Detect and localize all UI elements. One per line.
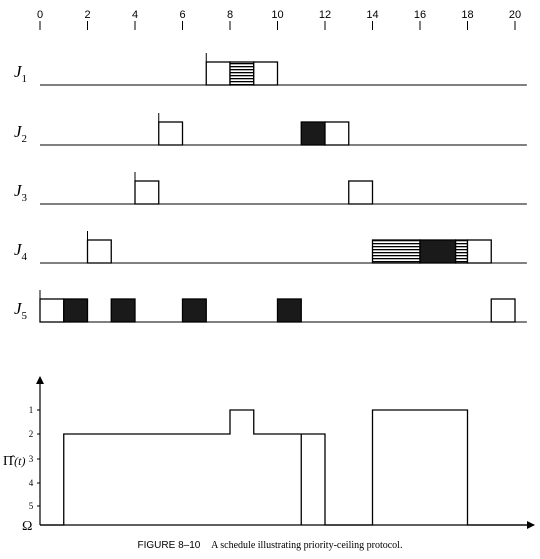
time-tick-label: 10	[271, 9, 283, 21]
execution-block-black	[110, 298, 136, 323]
job-row-5: J5	[14, 290, 527, 323]
ceiling-step-line	[40, 409, 527, 526]
ceiling-y-tick-label: 5	[29, 501, 34, 511]
execution-block-white	[490, 298, 516, 323]
execution-block-white	[253, 61, 279, 86]
job-label: J1	[14, 62, 27, 85]
execution-block-white	[466, 239, 492, 264]
job-label: J4	[14, 240, 28, 263]
execution-block-black	[300, 121, 326, 146]
time-tick-label: 6	[179, 9, 185, 21]
job-label: J5	[14, 299, 28, 322]
caption-number: FIGURE 8–10	[137, 540, 201, 551]
execution-block-black	[276, 298, 302, 323]
execution-block-striped	[229, 61, 255, 86]
execution-block-striped	[454, 239, 469, 264]
job-row-4: J4	[14, 231, 527, 264]
figure-caption: FIGURE 8–10 A schedule illustrating prio…	[0, 540, 540, 551]
ceiling-y-tick-labels: 1 2 3 4 5	[29, 405, 34, 511]
job-timelines: J1 J2 J3 J4 J5	[14, 53, 527, 323]
job-label: J2	[14, 122, 27, 145]
job-label-subscript: 3	[22, 192, 28, 204]
job-row-1: J1	[14, 53, 527, 86]
job-row-2: J2	[14, 113, 527, 146]
ceiling-y-tick-label: 2	[29, 429, 34, 439]
execution-block-black	[63, 298, 89, 323]
time-tick-label: 0	[37, 9, 43, 21]
job-label-subscript: 1	[22, 73, 28, 85]
caption-text: A schedule illustrating priority-ceiling…	[211, 540, 403, 551]
ceiling-y-axis-title: Π̂(t)	[3, 454, 25, 469]
job-label-subscript: 4	[22, 251, 28, 263]
ceiling-axes	[36, 376, 535, 529]
execution-block-black	[419, 239, 457, 264]
execution-block-white	[134, 180, 160, 205]
job-label: J3	[14, 181, 28, 204]
time-tick-label: 8	[227, 9, 233, 21]
time-tick-label: 4	[132, 9, 138, 21]
execution-block-white	[39, 298, 65, 323]
execution-block-striped	[371, 239, 421, 264]
priority-ceiling-plot: 1 2 3 4 5 Π̂(t) Ω	[3, 376, 535, 534]
time-tick-label: 16	[414, 9, 426, 21]
execution-block-white	[324, 121, 350, 146]
ceiling-y-tick-label: 1	[29, 405, 34, 415]
execution-block-black	[181, 298, 207, 323]
time-axis: 0 2 4 6 8 10 12 14 16 18 20	[37, 9, 521, 30]
time-tick-label: 18	[461, 9, 473, 21]
execution-block-white	[86, 239, 112, 264]
execution-block-white	[348, 180, 374, 205]
ceiling-y-tick-label: 4	[29, 478, 34, 488]
time-tick-label: 12	[319, 9, 331, 21]
time-tick-label: 2	[84, 9, 90, 21]
omega-label: Ω	[22, 519, 32, 534]
job-label-subscript: 5	[22, 310, 28, 322]
execution-block-white	[158, 121, 184, 146]
ceiling-y-tick-label: 3	[29, 454, 34, 464]
job-label-subscript: 2	[22, 133, 28, 145]
job-row-3: J3	[14, 172, 527, 205]
time-tick-label: 14	[366, 9, 378, 21]
execution-block-white	[205, 61, 231, 86]
time-tick-label: 20	[509, 9, 521, 21]
